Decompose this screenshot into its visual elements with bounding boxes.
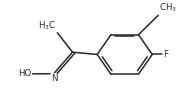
Text: F: F (163, 50, 168, 59)
Text: HO: HO (18, 69, 32, 78)
Text: N: N (51, 74, 58, 83)
Text: H$_3$C: H$_3$C (38, 20, 56, 32)
Text: CH$_3$: CH$_3$ (159, 2, 177, 14)
